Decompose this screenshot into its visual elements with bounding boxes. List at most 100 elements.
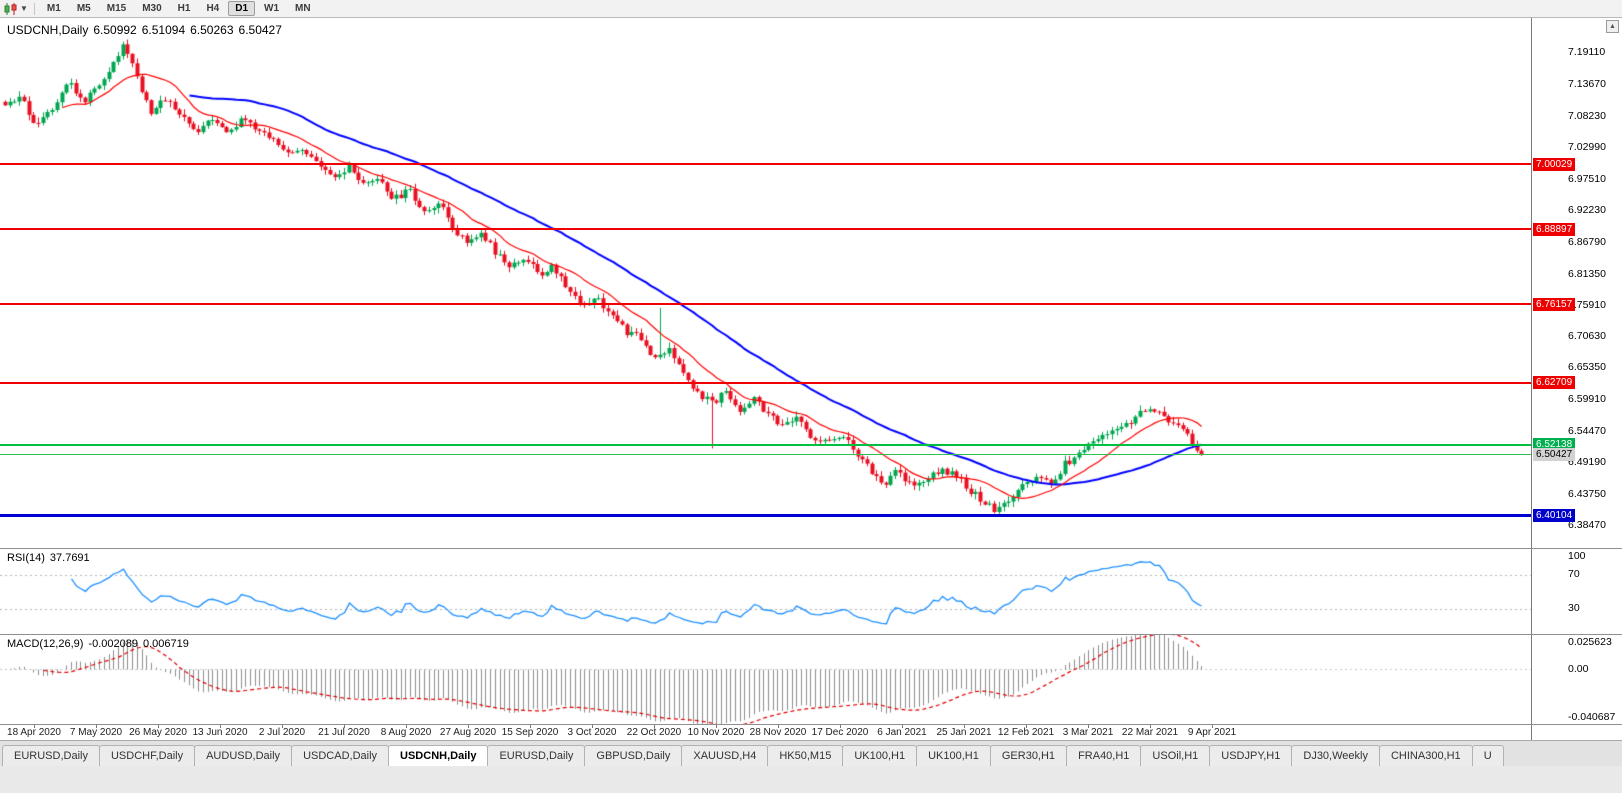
time-axis-label: 13 Jun 2020 <box>192 727 248 738</box>
price-axis-label: 6.97510 <box>1568 172 1606 185</box>
pane-separator[interactable] <box>0 724 1622 725</box>
macd-axis-scale: 0.025623 0.00 -0.040687 <box>1532 635 1622 724</box>
chart-tab-16[interactable]: CHINA300,H1 <box>1378 745 1473 766</box>
timeframe-button-mn[interactable]: MN <box>295 3 311 14</box>
time-axis-label: 2 Jul 2020 <box>258 727 306 738</box>
rsi-pane[interactable]: RSI(14) 37.7691 <box>0 549 1531 634</box>
price-axis-label: 7.19110 <box>1568 46 1606 59</box>
toolbar-divider <box>33 2 35 15</box>
horizontal-levels <box>0 18 1531 548</box>
time-axis-tick <box>1026 725 1027 728</box>
time-axis-tick <box>840 725 841 728</box>
price-axis-label: 6.43750 <box>1568 487 1606 500</box>
time-axis-tick <box>406 725 407 728</box>
plot-column: USDCNH,Daily 6.50992 6.51094 6.50263 6.50427… <box>0 18 1531 740</box>
timeframe-toolbar: ▼ M1 M5 M15 M30 H1 H4 D1 W1 MN <box>0 0 1622 18</box>
chart-dropdown-caret-icon[interactable]: ▼ <box>20 4 28 13</box>
time-axis-tick <box>220 725 221 728</box>
time-axis-tick <box>96 725 97 728</box>
chart-tab-17[interactable]: U <box>1471 745 1504 766</box>
chart-tab-12[interactable]: FRA40,H1 <box>1066 745 1142 766</box>
time-axis-label: 7 May 2020 <box>69 727 123 738</box>
chart-tab-3[interactable]: USDCAD,Daily <box>291 745 390 766</box>
chart-tab-5[interactable]: EURUSD,Daily <box>487 745 586 766</box>
macd-indicator-label: MACD(12,26,9) -0.002089 0.006719 <box>7 638 194 650</box>
timeframe-button-m15[interactable]: M15 <box>106 3 127 14</box>
timeframe-button-m5[interactable]: M5 <box>76 3 91 14</box>
resistance-line[interactable] <box>0 228 1531 231</box>
pane-separator[interactable] <box>0 634 1622 635</box>
major-support-line[interactable] <box>0 513 1531 517</box>
macd-axis-label: 0.025623 <box>1568 636 1612 648</box>
price-axis-label: 6.65350 <box>1568 361 1606 374</box>
support-line[interactable] <box>0 443 1531 446</box>
macd-pane[interactable]: MACD(12,26,9) -0.002089 0.006719 <box>0 635 1531 724</box>
rsi-canvas[interactable] <box>0 549 1531 634</box>
chart-tab-8[interactable]: HK50,M15 <box>767 745 844 766</box>
chart-tab-4[interactable]: USDCNH,Daily <box>388 745 489 766</box>
time-axis-tick <box>778 725 779 728</box>
chart-title: USDCNH,Daily 6.50992 6.51094 6.50263 6.50427 <box>7 23 287 37</box>
macd-name: MACD(12,26,9) <box>7 638 84 650</box>
time-axis[interactable]: 18 Apr 2020 7 May 2020 26 May 2020 13 Jun 2… <box>0 725 1531 740</box>
current-price-label: 6.50427 <box>1533 448 1576 462</box>
time-axis-tick <box>1212 725 1213 728</box>
support-price-label: 6.52138 <box>1533 438 1576 452</box>
rsi-axis-scale: 100 70 30 <box>1532 549 1622 634</box>
pane-separator[interactable] <box>0 548 1622 549</box>
time-axis-label: 25 Jan 2021 <box>936 727 992 738</box>
time-axis-label: 12 Feb 2021 <box>997 727 1055 738</box>
resistance-line[interactable] <box>0 163 1531 166</box>
current-line[interactable] <box>0 454 1531 456</box>
chart-tab-2[interactable]: AUDUSD,Daily <box>194 745 293 766</box>
rsi-axis-label: 70 <box>1568 568 1580 580</box>
chart-tab-13[interactable]: USOil,H1 <box>1140 745 1211 766</box>
rsi-axis-label: 100 <box>1568 550 1586 562</box>
scroll-up-button[interactable]: ▲ <box>1606 20 1619 33</box>
symbol-period-label: USDCNH,Daily <box>7 23 89 37</box>
resistance-line[interactable] <box>0 303 1531 306</box>
chart-tab-14[interactable]: USDJPY,H1 <box>1209 745 1293 766</box>
time-axis-label: 26 May 2020 <box>129 727 187 738</box>
time-axis-label: 9 Apr 2021 <box>1187 727 1237 738</box>
time-axis-tick <box>902 725 903 728</box>
time-axis-tick <box>1150 725 1151 728</box>
rsi-indicator-label: RSI(14) 37.7691 <box>7 552 95 564</box>
timeframe-button-m30[interactable]: M30 <box>142 3 162 14</box>
timeframe-button-h1[interactable]: H1 <box>177 3 191 14</box>
candlestick-chart-icon[interactable] <box>4 2 18 15</box>
rsi-axis-label: 30 <box>1568 602 1580 614</box>
major-support-price-label: 6.40104 <box>1533 508 1576 522</box>
resistance-line[interactable] <box>0 381 1531 384</box>
price-axis-label: 7.13670 <box>1568 78 1606 91</box>
rsi-value: 37.7691 <box>49 552 90 564</box>
chart-tab-15[interactable]: DJ30,Weekly <box>1291 745 1380 766</box>
timeframe-button-d1[interactable]: D1 <box>228 1 256 16</box>
chart-tab-1[interactable]: USDCHF,Daily <box>98 745 196 766</box>
price-pane[interactable]: USDCNH,Daily 6.50992 6.51094 6.50263 6.50427 <box>0 18 1531 548</box>
price-axis-column[interactable]: ▲ 7.19110 7.13670 7.08230 7.02990 6.97510 6.9… <box>1531 18 1622 740</box>
time-axis-label: 15 Sep 2020 <box>501 727 559 738</box>
chart-tab-9[interactable]: UK100,H1 <box>842 745 918 766</box>
chart-tab-6[interactable]: GBPUSD,Daily <box>584 745 683 766</box>
price-canvas[interactable] <box>0 18 1531 548</box>
chart-tab-7[interactable]: XAUUSD,H4 <box>681 745 769 766</box>
chart-tab-11[interactable]: GER30,H1 <box>989 745 1068 766</box>
time-axis-label: 8 Aug 2020 <box>380 727 432 738</box>
time-axis-label: 27 Aug 2020 <box>439 727 497 738</box>
chart-tab-10[interactable]: UK100,H1 <box>916 745 991 766</box>
price-axis-label: 6.59910 <box>1568 393 1606 406</box>
time-axis-tick <box>34 725 35 728</box>
time-axis-tick <box>592 725 593 728</box>
timeframe-button-w1[interactable]: W1 <box>264 3 280 14</box>
ohlc-close: 6.50427 <box>238 23 282 37</box>
price-axis-label: 7.02990 <box>1568 140 1606 153</box>
resistance-price-label: 6.62709 <box>1533 376 1576 390</box>
chart-tab-0[interactable]: EURUSD,Daily <box>2 745 100 766</box>
macd-axis-label: -0.040687 <box>1568 711 1616 723</box>
price-axis-label: 6.92230 <box>1568 203 1606 216</box>
macd-canvas[interactable] <box>0 635 1531 724</box>
timeframe-button-h4[interactable]: H4 <box>206 3 220 14</box>
timeframe-button-m1[interactable]: M1 <box>46 3 61 14</box>
